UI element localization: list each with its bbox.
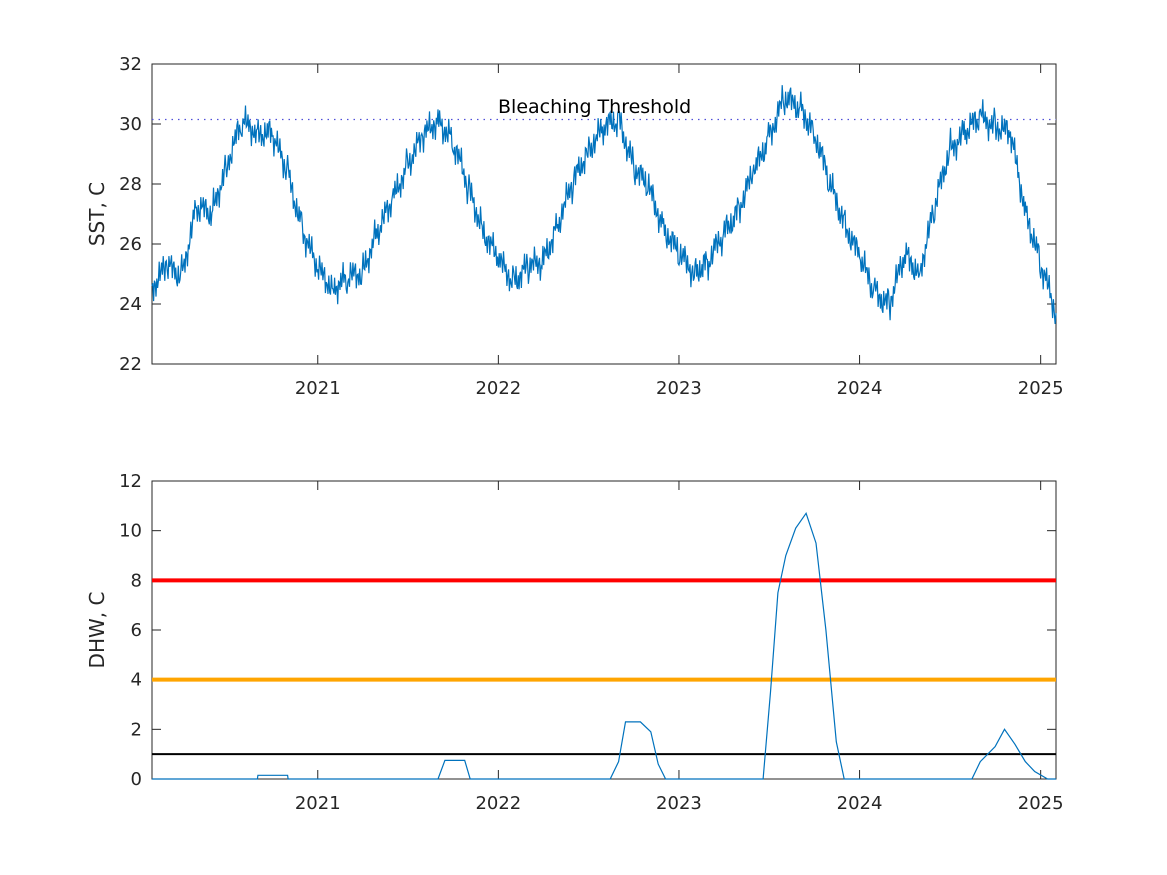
sst-plot-area [151, 63, 1057, 365]
x-tick-label: 2023 [656, 793, 702, 814]
y-tick-label: 8 [131, 570, 142, 591]
y-tick-label: 12 [119, 471, 142, 492]
dhw-plot-area [151, 480, 1057, 780]
x-tick-label: 2025 [1018, 793, 1064, 814]
y-tick-label: 10 [119, 521, 142, 542]
x-tick-label: 2024 [837, 378, 883, 399]
y-tick-label: 32 [119, 54, 142, 75]
y-tick-label: 22 [119, 354, 142, 375]
x-tick-label: 2022 [475, 378, 521, 399]
x-tick-label: 2023 [656, 378, 702, 399]
sst-series-line [151, 85, 1057, 325]
y-tick-label: 4 [131, 670, 142, 691]
y-tick-label: 0 [131, 769, 142, 790]
dhw-chart: 0 2 4 6 8 10 12 2021 2022 2023 2024 2025 DHW, C [85, 471, 1064, 814]
x-tick-label: 2024 [837, 793, 883, 814]
x-tick-label: 2022 [475, 793, 521, 814]
x-tick-label: 2021 [295, 793, 341, 814]
bleaching-threshold-label: Bleaching Threshold [498, 96, 691, 118]
y-tick-label: 24 [119, 294, 142, 315]
y-tick-label: 2 [131, 719, 142, 740]
y-tick-label: 26 [119, 234, 142, 255]
y-tick-label: 28 [119, 174, 142, 195]
sst-y-axis-label: SST, C [85, 182, 109, 246]
x-tick-label: 2021 [295, 378, 341, 399]
dhw-y-axis-label: DHW, C [85, 592, 109, 669]
dhw-series-line [152, 511, 1056, 780]
sst-chart: 22 24 26 28 30 32 2021 2022 2023 2024 2025 Bleach… [85, 54, 1064, 399]
y-tick-label: 30 [119, 114, 142, 135]
x-tick-label: 2025 [1018, 378, 1064, 399]
y-tick-label: 6 [131, 620, 142, 641]
